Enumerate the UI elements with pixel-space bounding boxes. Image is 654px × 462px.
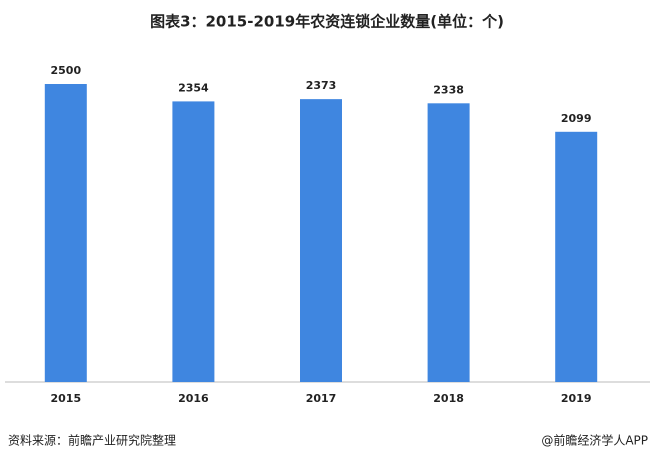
bar <box>300 99 342 382</box>
chart-title: 图表3：2015-2019年农资连锁企业数量(单位：个) <box>150 13 504 31</box>
bar <box>427 103 470 383</box>
value-label: 2338 <box>433 83 464 96</box>
x-tick-label: 2015 <box>50 392 81 405</box>
x-tick-label: 2018 <box>433 392 464 405</box>
bar <box>555 131 598 382</box>
value-label: 2354 <box>178 81 209 94</box>
value-label: 2500 <box>50 64 81 77</box>
x-tick-label: 2016 <box>178 392 209 405</box>
credit: @前瞻经济学人APP <box>541 433 648 448</box>
bar <box>44 84 87 382</box>
value-label: 2099 <box>561 112 592 125</box>
x-tick-label: 2017 <box>306 392 337 405</box>
value-label: 2373 <box>306 79 337 92</box>
x-tick-label: 2019 <box>561 392 592 405</box>
source: 资料来源：前瞻产业研究院整理 <box>8 433 176 448</box>
bar <box>172 101 215 382</box>
